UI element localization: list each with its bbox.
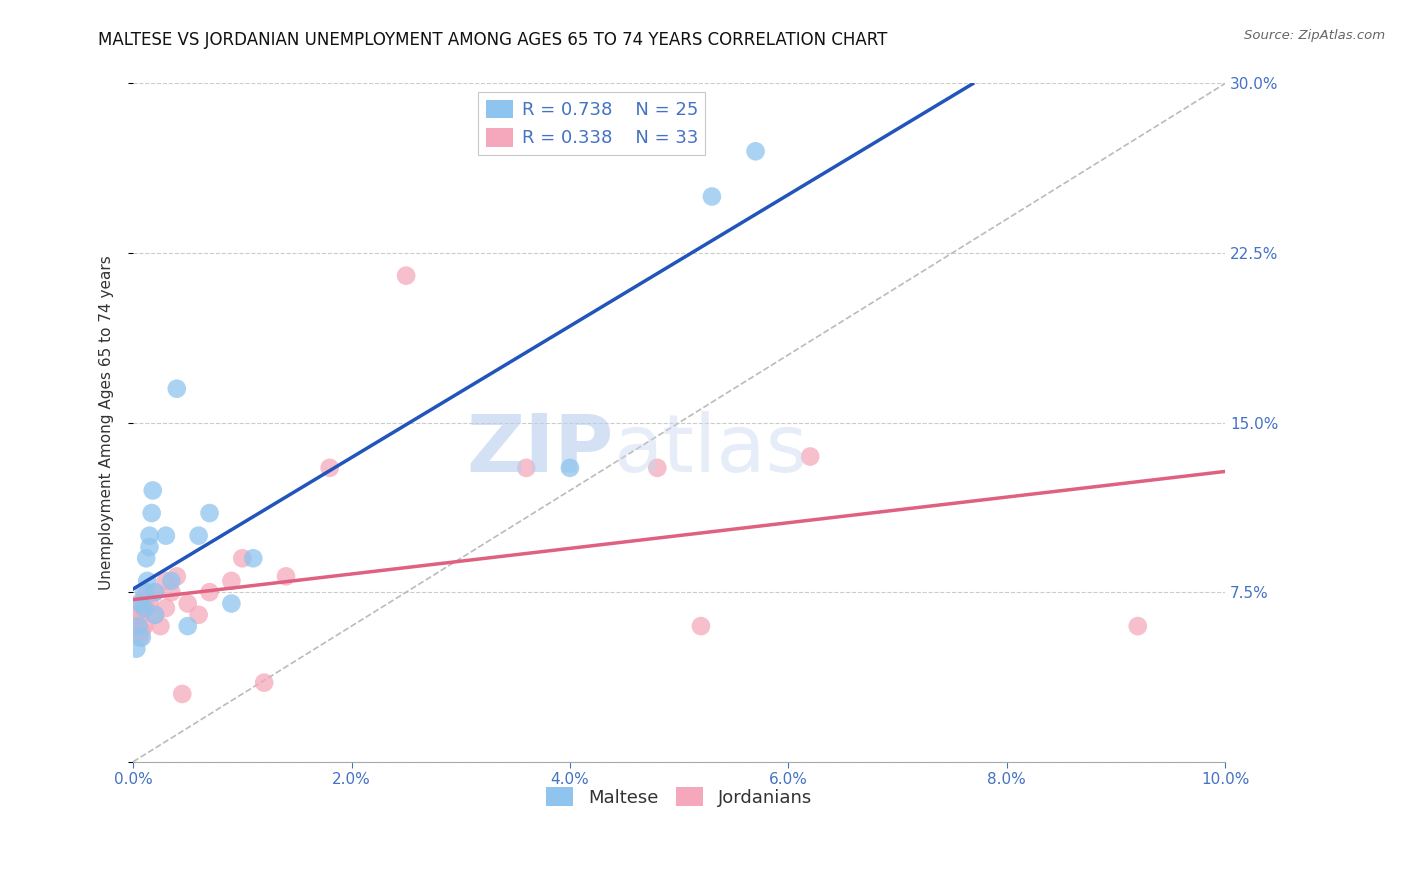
Point [155,601,177,615]
Text: MALTESE VS JORDANIAN UNEMPLOYMENT AMONG AGES 65 TO 74 YEARS CORRELATION CHART: MALTESE VS JORDANIAN UNEMPLOYMENT AMONG … [98,31,887,49]
Point [166,569,188,583]
Point [177,619,200,633]
Point [172,687,194,701]
Point [143,585,166,599]
Point [143,585,166,599]
Point [129,597,152,611]
Point [242,551,264,566]
Point [143,607,166,622]
Point [690,619,713,633]
Point [558,460,581,475]
Point [155,529,177,543]
Point [160,585,183,599]
Point [135,601,157,615]
Point [129,607,152,622]
Point [132,619,155,633]
Point [124,607,146,622]
Y-axis label: Unemployment Among Ages 65 to 74 years: Unemployment Among Ages 65 to 74 years [100,255,114,590]
Point [221,597,243,611]
Text: ZIP: ZIP [467,410,613,489]
Point [1126,619,1149,633]
Point [131,631,153,645]
Point [132,601,155,615]
Point [166,382,188,396]
Point [645,460,668,475]
Point [155,574,177,588]
Text: Source: ZipAtlas.com: Source: ZipAtlas.com [1244,29,1385,42]
Point [136,574,159,588]
Point [700,189,723,203]
Point [136,585,159,599]
Text: atlas: atlas [613,410,808,489]
Point [125,619,148,633]
Point [799,450,821,464]
Point [221,574,243,588]
Point [198,585,221,599]
Point [138,540,160,554]
Point [135,551,157,566]
Point [128,597,150,611]
Point [131,624,153,638]
Point [138,597,160,611]
Point [142,483,165,498]
Point [132,585,155,599]
Point [318,460,340,475]
Point [744,145,766,159]
Point [198,506,221,520]
Point [149,619,172,633]
Point [125,641,148,656]
Point [515,460,537,475]
Point [128,619,150,633]
Point [141,506,163,520]
Point [138,529,160,543]
Point [231,551,253,566]
Point [143,607,166,622]
Point [253,675,276,690]
Legend: Maltese, Jordanians: Maltese, Jordanians [538,780,820,814]
Point [187,529,209,543]
Point [177,597,200,611]
Point [132,591,155,606]
Point [160,574,183,588]
Point [274,569,297,583]
Point [187,607,209,622]
Point [395,268,418,283]
Point [128,631,150,645]
